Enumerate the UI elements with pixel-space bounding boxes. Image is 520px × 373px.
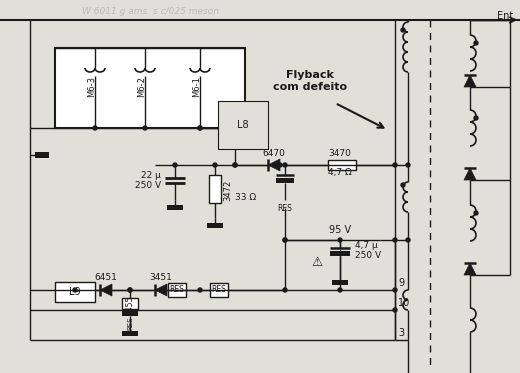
Bar xyxy=(167,205,183,210)
Text: Flyback: Flyback xyxy=(286,70,334,80)
Polygon shape xyxy=(100,284,112,296)
Text: 3451: 3451 xyxy=(150,273,173,282)
Polygon shape xyxy=(464,75,476,87)
Text: 33 Ω: 33 Ω xyxy=(235,194,256,203)
Text: 6451: 6451 xyxy=(95,273,118,282)
Circle shape xyxy=(143,126,147,130)
Circle shape xyxy=(393,288,397,292)
Text: W 6011 g ams  s c/025 meson: W 6011 g ams s c/025 meson xyxy=(82,6,218,16)
Text: 9: 9 xyxy=(398,278,404,288)
Bar xyxy=(122,331,138,336)
Text: L9: L9 xyxy=(69,287,81,297)
Circle shape xyxy=(93,126,97,130)
Circle shape xyxy=(233,163,237,167)
Text: ⚠: ⚠ xyxy=(311,256,322,269)
Circle shape xyxy=(213,163,217,167)
Text: Ent.: Ent. xyxy=(497,11,516,21)
Bar xyxy=(328,160,356,170)
Text: RES: RES xyxy=(170,285,185,295)
Circle shape xyxy=(283,288,287,292)
Text: M6-1: M6-1 xyxy=(192,76,202,97)
Circle shape xyxy=(338,238,342,242)
Circle shape xyxy=(338,288,342,292)
Circle shape xyxy=(233,163,237,167)
Bar xyxy=(55,48,245,128)
Text: 4,7 μ: 4,7 μ xyxy=(355,241,378,251)
Text: M6-2: M6-2 xyxy=(137,76,147,97)
Bar xyxy=(122,298,138,309)
Circle shape xyxy=(283,163,287,167)
Text: 6470: 6470 xyxy=(263,149,285,158)
Circle shape xyxy=(283,238,287,242)
Bar xyxy=(209,175,221,203)
Bar xyxy=(168,283,186,297)
Text: RES: RES xyxy=(212,285,226,295)
Circle shape xyxy=(173,163,177,167)
Text: 95 V: 95 V xyxy=(329,225,351,235)
Circle shape xyxy=(474,116,478,120)
Circle shape xyxy=(401,183,405,187)
Polygon shape xyxy=(464,168,476,180)
Bar xyxy=(332,280,348,285)
Text: 2455: 2455 xyxy=(125,295,135,315)
Text: 3472: 3472 xyxy=(223,179,232,201)
Text: RES: RES xyxy=(127,316,133,329)
Text: 250 V: 250 V xyxy=(355,251,381,260)
Circle shape xyxy=(401,28,405,32)
Circle shape xyxy=(198,126,202,130)
Text: 10: 10 xyxy=(398,298,410,308)
Circle shape xyxy=(198,126,202,130)
Circle shape xyxy=(406,238,410,242)
Text: 22 μ: 22 μ xyxy=(141,172,161,181)
Bar xyxy=(55,282,95,302)
Circle shape xyxy=(474,41,478,45)
Text: 3: 3 xyxy=(398,328,404,338)
Bar xyxy=(210,283,228,297)
Circle shape xyxy=(198,288,202,292)
Polygon shape xyxy=(464,263,476,275)
Bar xyxy=(276,178,294,183)
Circle shape xyxy=(393,163,397,167)
Bar xyxy=(122,311,138,316)
Circle shape xyxy=(393,238,397,242)
Text: 4,7 Ω: 4,7 Ω xyxy=(328,168,352,177)
Circle shape xyxy=(474,211,478,215)
Circle shape xyxy=(278,163,282,167)
Circle shape xyxy=(73,288,77,292)
Text: M6-3: M6-3 xyxy=(87,76,97,97)
Bar xyxy=(330,251,350,256)
Text: 3470: 3470 xyxy=(329,149,352,158)
Polygon shape xyxy=(268,159,280,171)
Text: L8: L8 xyxy=(237,120,249,130)
Circle shape xyxy=(393,308,397,312)
Bar xyxy=(207,223,223,228)
Circle shape xyxy=(283,238,287,242)
Text: RES: RES xyxy=(278,204,292,213)
Circle shape xyxy=(128,288,132,292)
Bar xyxy=(35,152,49,158)
Circle shape xyxy=(406,163,410,167)
Polygon shape xyxy=(155,284,167,296)
Text: com defeito: com defeito xyxy=(273,82,347,92)
Circle shape xyxy=(128,288,132,292)
Text: 250 V: 250 V xyxy=(135,181,161,189)
